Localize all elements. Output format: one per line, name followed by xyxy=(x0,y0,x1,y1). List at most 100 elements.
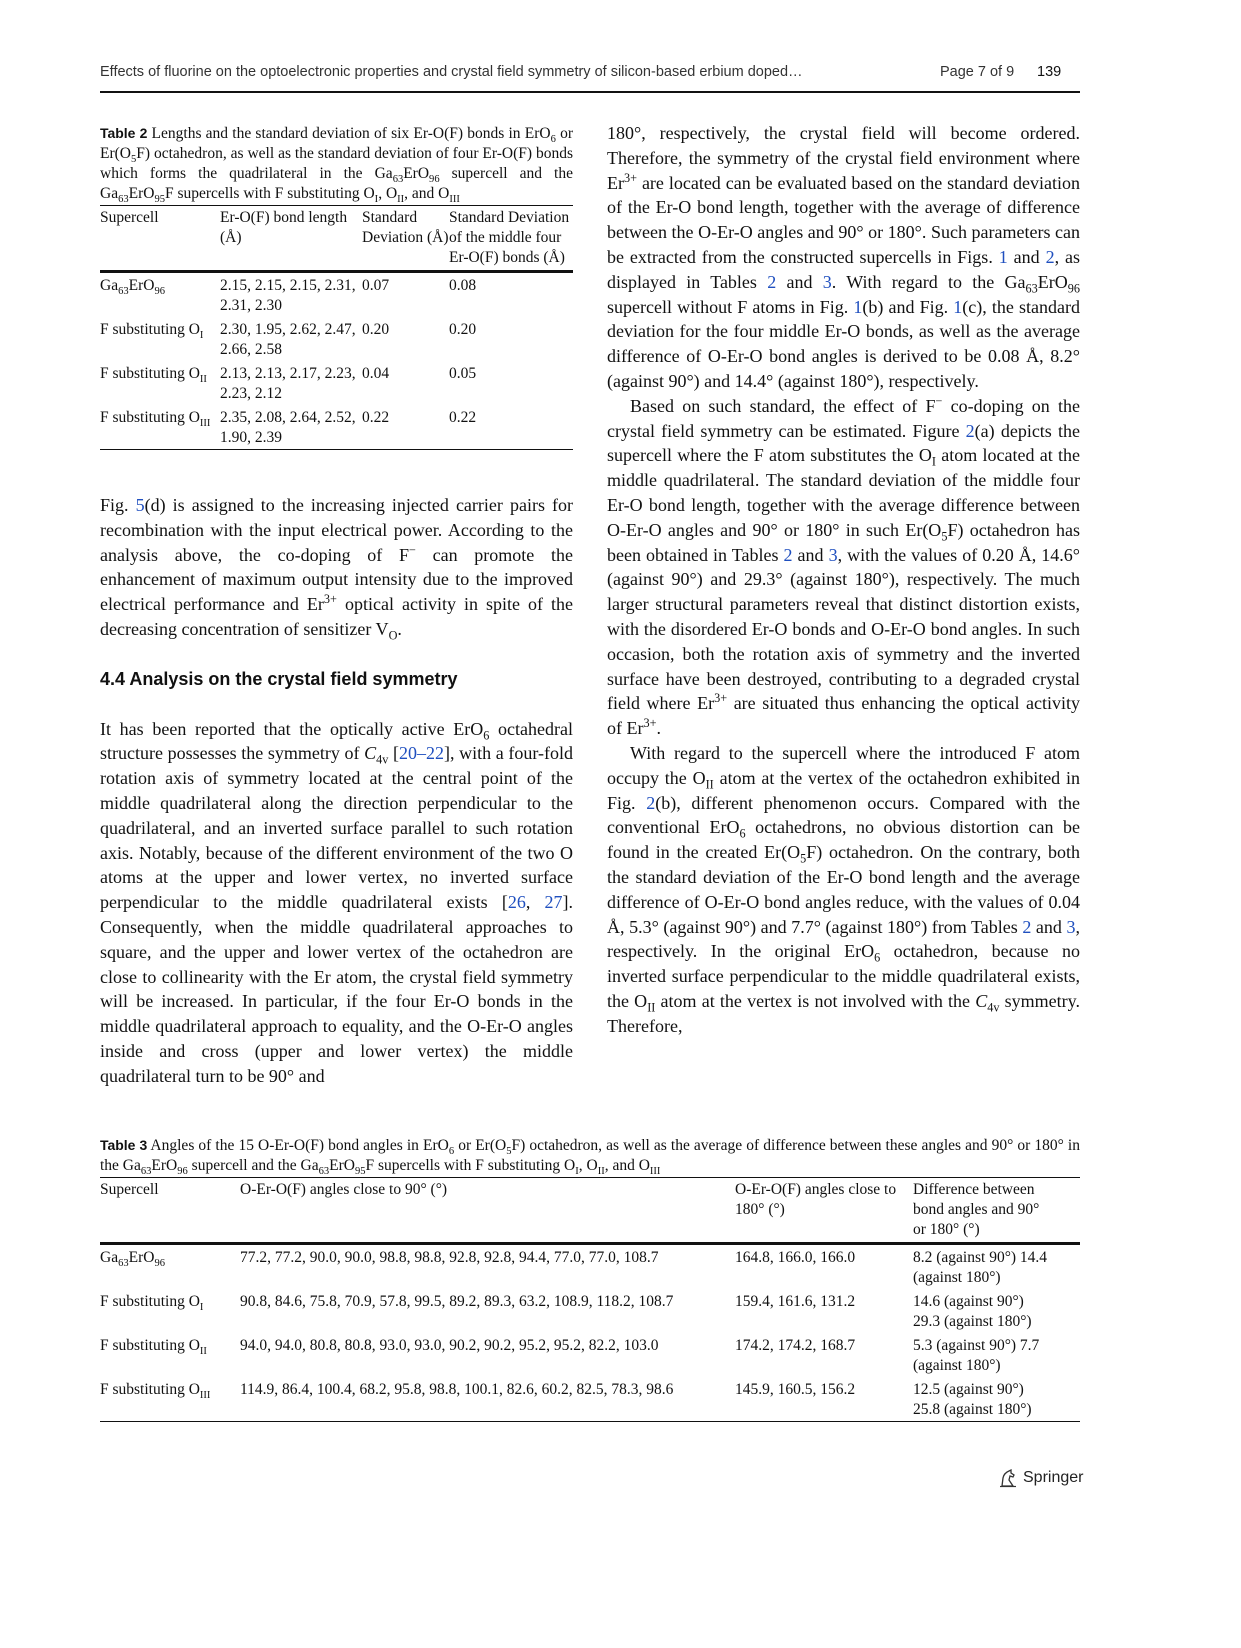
text-run: 0.20 xyxy=(449,321,477,338)
text-run: 0.07 xyxy=(362,277,390,294)
text-run: 174.2, 174.2, 168.7 xyxy=(735,1337,856,1354)
reference-link[interactable]: 2 xyxy=(783,544,793,565)
reference-link[interactable]: 1 xyxy=(853,296,863,317)
table-header: O-Er-O(F) angles close to 180° (°) xyxy=(735,1178,913,1244)
text-run: and xyxy=(1031,916,1067,937)
text-run: F) octahedron. On the contrary, both the… xyxy=(607,842,1080,937)
table-cell: 0.08 xyxy=(449,272,573,318)
text-run: octahedral structure possesses the symme… xyxy=(100,718,574,764)
reference-link[interactable]: 2 xyxy=(646,792,656,813)
subscript: 96 xyxy=(429,174,440,186)
reference-link[interactable]: 20–22 xyxy=(399,743,445,764)
table-cell: 2.30, 1.95, 2.62, 2.47, 2.66, 2.58 xyxy=(220,317,362,361)
table-cell: 77.2, 77.2, 90.0, 90.0, 98.8, 98.8, 92.8… xyxy=(240,1244,735,1290)
text-run: Ga xyxy=(100,277,119,294)
table-row: Ga63ErO96 77.2, 77.2, 90.0, 90.0, 98.8, 9… xyxy=(100,1244,1080,1290)
text-run: octahedrons, no obvious distortion can b… xyxy=(607,817,1080,863)
italic-symbol: C xyxy=(364,743,377,764)
text-run: 12.5 (against 90°) 25.8 (against 180°) xyxy=(913,1381,1032,1418)
table-cell: 0.07 xyxy=(362,272,449,318)
header-rule xyxy=(100,91,1080,93)
table-2: Table 2 Lengths and the standard deviati… xyxy=(100,123,573,450)
text-run: and xyxy=(1007,246,1046,267)
table-cell: 174.2, 174.2, 168.7 xyxy=(735,1333,913,1377)
subscript: I xyxy=(931,454,936,469)
table-cell: F substituting OI xyxy=(100,1289,240,1333)
reference-link[interactable]: 26 xyxy=(507,892,526,913)
text-run: or Er(O xyxy=(100,125,573,162)
superscript: 3+ xyxy=(323,592,337,607)
left-column: Fig. 5(d) is assigned to the increasing … xyxy=(100,493,573,1089)
reference-link[interactable]: 2 xyxy=(965,420,975,441)
table-cell: F substituting OIII xyxy=(100,405,220,450)
text-run: Standard Deviation (Å) xyxy=(362,209,449,246)
table-label: Table 3 xyxy=(100,1137,148,1153)
text-run: octahedron, because no inverted surface … xyxy=(607,941,1080,1011)
text-run: F supercells with F substituting O xyxy=(164,185,375,202)
table-cell: 5.3 (against 90°) 7.7 (against 180°) xyxy=(913,1333,1080,1377)
running-title: Effects of fluorine on the optoelectroni… xyxy=(100,64,803,80)
text-run: 164.8, 166.0, 166.0 xyxy=(735,1249,856,1266)
table-label: Table 2 xyxy=(100,125,148,141)
text-run: 0.20 xyxy=(362,321,390,338)
text-run: and xyxy=(776,271,823,292)
springer-horse-icon xyxy=(1000,1468,1016,1488)
subscript: I xyxy=(575,1166,579,1178)
text-run: ], with a four-fold rotation axis of sym… xyxy=(100,743,574,913)
table-row: Ga63ErO96 2.15, 2.15, 2.15, 2.31, 2.31, 2… xyxy=(100,272,573,318)
text-run: F) octahedron, as well as the average of… xyxy=(100,1137,1080,1174)
reference-link[interactable]: 2 xyxy=(767,271,777,292)
reference-link[interactable]: 1 xyxy=(953,296,963,317)
text-run: O-Er-O(F) angles close to 90° (°) xyxy=(240,1181,448,1198)
text-run: , xyxy=(525,892,545,913)
paragraph: With regard to the supercell where the i… xyxy=(607,741,1080,1039)
text-run: 2.35, 2.08, 2.64, 2.52, 1.90, 2.39 xyxy=(220,409,356,446)
reference-link[interactable]: 27 xyxy=(544,892,563,913)
text-run: O-Er-O(F) angles close to 180° (°) xyxy=(735,1181,897,1218)
reference-link[interactable]: 3 xyxy=(1066,916,1076,937)
text-run: and xyxy=(792,544,829,565)
text-run: 180°, respectively, the crystal field wi… xyxy=(607,123,1080,193)
subscript: 63 xyxy=(318,1166,330,1178)
subscript: 6 xyxy=(739,826,746,841)
text-run: symmetry. Therefore, xyxy=(607,990,1080,1036)
text-run: co-doping on the crystal field symmetry … xyxy=(607,395,1080,441)
text-run: 8.2 (against 90°) 14.4 (against 180°) xyxy=(913,1249,1048,1286)
table-cell: 14.6 (against 90°) 29.3 (against 180°) xyxy=(913,1289,1080,1333)
text-run: Supercell xyxy=(100,1181,159,1198)
table-cell: 2.35, 2.08, 2.64, 2.52, 1.90, 2.39 xyxy=(220,405,362,450)
reference-link[interactable]: 1 xyxy=(998,246,1008,267)
subscript: 6 xyxy=(874,950,881,965)
text-run: 0.22 xyxy=(449,409,477,426)
subscript: 95 xyxy=(154,194,165,206)
table-header: Er-O(F) bond length (Å) xyxy=(220,206,362,272)
reference-link[interactable]: 2 xyxy=(1045,246,1055,267)
reference-link[interactable]: 5 xyxy=(135,495,145,515)
text-run: Difference between bond angles and 90° o… xyxy=(913,1181,1040,1238)
paragraph: It has been reported that the optically … xyxy=(100,717,573,1089)
subscript: 5 xyxy=(131,154,137,166)
table-cell: 8.2 (against 90°) 14.4 (against 180°) xyxy=(913,1244,1080,1290)
reference-link[interactable]: 3 xyxy=(822,271,832,292)
subscript: 4v xyxy=(987,1000,1000,1015)
page-number: 139 xyxy=(1037,64,1062,80)
table-cell: 2.15, 2.15, 2.15, 2.31, 2.31, 2.30 xyxy=(220,272,362,318)
springer-logo: Springer xyxy=(998,1468,1083,1488)
table-row: F substituting OIII 114.9, 86.4, 100.4, 6… xyxy=(100,1377,1080,1422)
table-cell: 0.22 xyxy=(449,405,573,450)
text-run: 114.9, 86.4, 100.4, 68.2, 95.8, 98.8, 10… xyxy=(240,1381,674,1398)
page-of: Page 7 of 9 xyxy=(940,64,1015,80)
reference-link[interactable]: 3 xyxy=(828,544,838,565)
text-run: (a) depicts the supercell where the F at… xyxy=(607,420,1080,466)
text-run: F) octahedron has been obtained in Table… xyxy=(607,519,1080,565)
text-run: Based on such standard, the effect of F xyxy=(630,395,936,416)
text-run: , O xyxy=(378,185,398,202)
text-run: ]. Consequently, when the middle quadril… xyxy=(100,892,574,1086)
table-cell: 0.22 xyxy=(362,405,449,450)
paragraph: Based on such standard, the effect of F−… xyxy=(607,394,1080,741)
table-3-header-row: Supercell O-Er-O(F) angles close to 90° … xyxy=(100,1178,1080,1244)
subscript: 63 xyxy=(392,174,404,186)
reference-link[interactable]: 2 xyxy=(1022,916,1032,937)
table-cell: 2.13, 2.13, 2.17, 2.23, 2.23, 2.12 xyxy=(220,361,362,405)
subscript: II xyxy=(647,1000,656,1015)
